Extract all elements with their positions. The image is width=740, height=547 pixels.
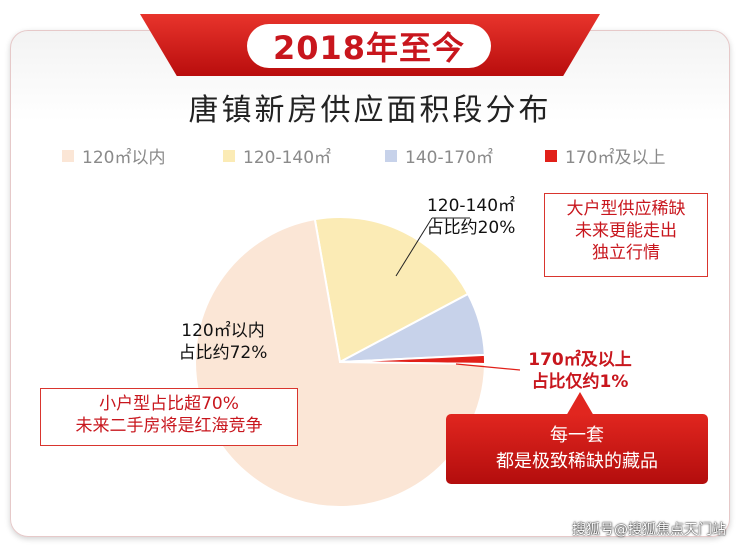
annotation-large-units: 大户型供应稀缺 未来更能走出 独立行情 [544, 193, 708, 277]
annotation-small-line1: 小户型占比超70% [99, 394, 239, 414]
header-badge: 2018年至今 [247, 24, 491, 68]
slice-label-170-line1: 170㎡及以上 [528, 350, 632, 370]
legend-item-1: 120-140㎡ [223, 143, 331, 168]
legend-label-1: 120-140㎡ [243, 148, 332, 168]
slice-label-170-line2: 占比仅约1% [531, 372, 629, 392]
legend-label-0: 120㎡以内 [82, 148, 166, 168]
legend-item-0: 120㎡以内 [62, 143, 165, 168]
chart-title: 唐镇新房供应面积段分布 [188, 93, 552, 128]
watermark: 搜狐号@搜狐焦点天门站 [572, 522, 726, 538]
legend-swatch-0 [62, 149, 74, 162]
slice-label-120-140: 120-140㎡ 占比约20% [396, 195, 546, 239]
legend-item-2: 140-170㎡ [385, 143, 493, 168]
slice-label-120-line1: 120㎡以内 [181, 321, 265, 341]
legend-label-2: 140-170㎡ [405, 148, 494, 168]
banner-pointer [566, 392, 594, 416]
legend: 120㎡以内 120-140㎡ 140-170㎡ 170㎡及以上 [0, 143, 740, 168]
annotation-large-line2: 未来更能走出 [575, 221, 677, 241]
header-badge-title: 2018年至今 [272, 29, 466, 67]
legend-item-3: 170㎡及以上 [545, 143, 665, 168]
banner-line2: 都是极致稀缺的藏品 [496, 451, 658, 472]
leader-lines [395, 217, 521, 371]
slice-label-120-140-line2: 占比约20% [426, 218, 516, 238]
highlight-banner: 每一套 都是极致稀缺的藏品 [446, 414, 708, 484]
pie-slice-1 [313, 216, 470, 364]
leader-line-170 [455, 363, 521, 371]
annotation-small-line2: 未来二手房将是红海竞争 [75, 416, 263, 436]
banner-line1: 每一套 [550, 425, 604, 446]
slice-label-120: 120㎡以内 占比约72% [148, 320, 298, 364]
slice-label-120-line2: 占比约72% [178, 343, 268, 363]
slice-label-120-140-line1: 120-140㎡ [426, 196, 516, 216]
annotation-large-line1: 大户型供应稀缺 [566, 199, 686, 219]
annotation-large-line3: 独立行情 [592, 243, 660, 263]
annotation-small-units: 小户型占比超70% 未来二手房将是红海竞争 [40, 388, 298, 446]
legend-swatch-2 [385, 149, 397, 162]
legend-label-3: 170㎡及以上 [565, 148, 666, 168]
legend-swatch-3 [545, 149, 557, 162]
slice-label-170: 170㎡及以上 占比仅约1% [500, 349, 660, 393]
legend-swatch-1 [223, 149, 235, 162]
leader-line-120-140-b [395, 217, 433, 277]
